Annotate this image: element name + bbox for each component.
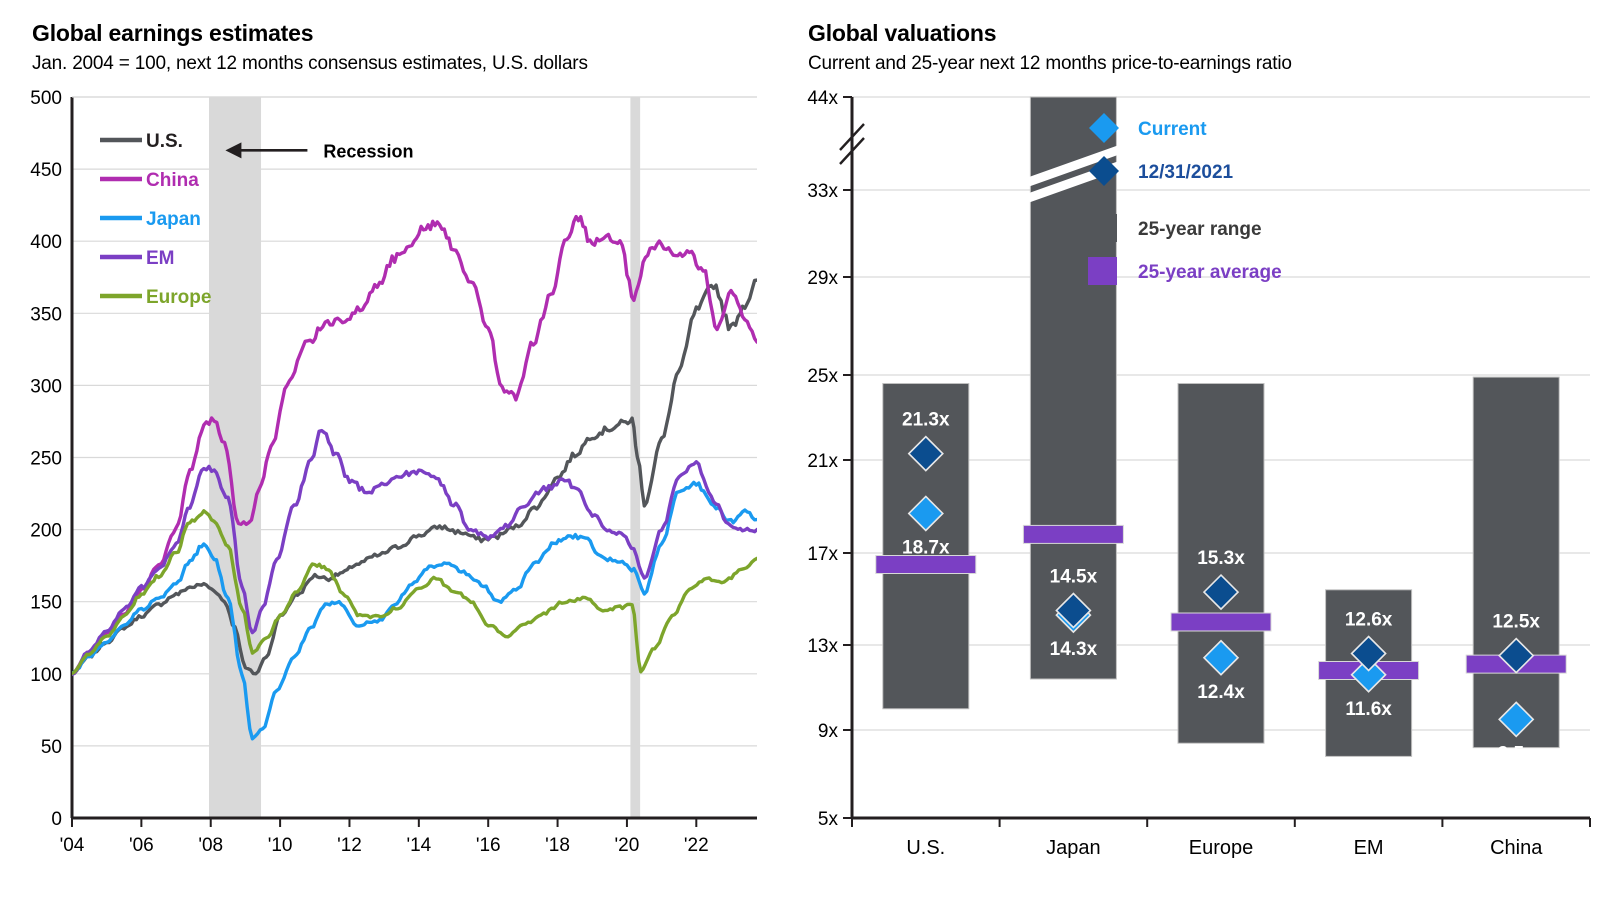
label-2021-europe: 15.3x (1197, 548, 1245, 569)
current-marker-china (1498, 701, 1535, 738)
legend-label-europe: Europe (146, 287, 211, 308)
label-current-europe: 12.4x (1197, 682, 1245, 703)
legend-label-25yearaverage: 25-year average (1138, 262, 1282, 283)
legend-label-china: China (146, 170, 199, 191)
y-tick-label: 13x (807, 636, 838, 657)
x-tick-label: '06 (129, 835, 154, 856)
category-label-europe: Europe (1189, 837, 1254, 859)
y-tick-label: 350 (30, 304, 62, 325)
category-label-em: EM (1354, 837, 1384, 859)
marker-2021-em (1350, 635, 1387, 672)
y-tick-label: 200 (30, 521, 62, 542)
legend-marker-12312021 (1089, 156, 1119, 186)
series-line-japan (72, 480, 757, 741)
label-current-us: 18.7x (902, 537, 950, 558)
y-tick-label: 250 (30, 449, 62, 470)
legend-marker-current (1089, 113, 1119, 143)
left-chart-panel: Global earnings estimates Jan. 2004 = 10… (0, 0, 790, 900)
series-line-europe (72, 509, 757, 676)
current-marker-europe (1202, 639, 1240, 676)
label-2021-china: 12.5x (1492, 612, 1540, 633)
x-tick-label: '10 (268, 835, 293, 856)
axis-break-slash (839, 123, 865, 151)
x-tick-label: '18 (545, 835, 570, 856)
y-tick-label: 33x (807, 181, 838, 202)
range-bar-europe (1177, 383, 1265, 744)
category-label-china: China (1490, 837, 1543, 859)
label-2021-us: 21.3x (902, 410, 950, 431)
y-tick-label: 0 (51, 809, 62, 830)
legend-label-em: EM (146, 248, 175, 269)
right-chart-title: Global valuations (808, 20, 997, 46)
legend-label-25yearrange: 25-year range (1138, 219, 1262, 240)
current-marker-em (1350, 656, 1387, 693)
y-tick-label: 50 (41, 737, 62, 758)
y-tick-label: 450 (30, 160, 62, 181)
y-tick-label: 500 (30, 88, 62, 109)
series-line-china (72, 214, 757, 675)
marker-2021-europe (1202, 573, 1240, 611)
x-tick-label: '12 (337, 835, 362, 856)
legend-label-us: U.S. (146, 131, 183, 152)
earnings-line-chart: 0 50 100 150 200 250 300 350 400 450 500 '04 '06 '08 '… (30, 88, 757, 856)
label-2021-em: 12.6x (1345, 610, 1393, 631)
label-current-japan: 14.3x (1050, 639, 1098, 660)
x-tick-label: '04 (60, 835, 85, 856)
marker-2021-china (1498, 637, 1535, 674)
current-marker-us (907, 495, 944, 532)
recession-arrow-head (225, 142, 242, 159)
y-tick-label: 17x (807, 544, 838, 565)
legend-marker-25yearrange (1088, 214, 1117, 242)
category-label-japan: Japan (1046, 837, 1101, 859)
label-2021-japan: 14.5x (1050, 567, 1098, 588)
y-tick-label: 100 (30, 665, 62, 686)
left-chart-title: Global earnings estimates (32, 20, 314, 46)
y-tick-label: 29x (807, 268, 838, 289)
legend-marker-25yearaverage (1088, 257, 1117, 285)
y-tick-label: 21x (807, 451, 838, 472)
legend-label-12312021: 12/31/2021 (1138, 162, 1234, 183)
average-band-japan (1022, 524, 1124, 544)
y-tick-label: 400 (30, 232, 62, 253)
left-chart-subtitle: Jan. 2004 = 100, next 12 months consensu… (32, 53, 588, 74)
marker-2021-japan (1055, 592, 1092, 629)
y-tick-label: 150 (30, 593, 62, 614)
marker-2021-us (907, 435, 944, 472)
right-chart-panel: Global valuations Current and 25-year ne… (790, 0, 1600, 900)
right-chart-subtitle: Current and 25-year next 12 months price… (808, 53, 1292, 74)
x-tick-label: '22 (684, 835, 709, 856)
series-line-us (72, 278, 757, 676)
series-line-em (72, 428, 757, 677)
y-tick-label: 300 (30, 376, 62, 397)
recession-annotation-label: Recession (323, 141, 413, 161)
valuations-bar-chart: 5x 9x 13x 17x 21x 25x 29x 33x 44x U.S. Japan Europe… (807, 88, 1591, 859)
label-current-china: 9.5x (1498, 743, 1535, 764)
x-tick-label: '14 (406, 835, 431, 856)
y-tick-label: 44x (807, 88, 838, 109)
japan-bar-break-upper (1026, 145, 1120, 187)
average-band-europe (1170, 612, 1272, 632)
x-tick-label: '16 (476, 835, 501, 856)
legend-label-japan: Japan (146, 209, 201, 230)
average-band-us (875, 555, 977, 574)
x-tick-label: '08 (198, 835, 223, 856)
y-tick-label: 5x (818, 809, 839, 830)
y-tick-label: 9x (818, 721, 839, 742)
range-bar-china (1472, 376, 1560, 749)
label-current-em: 11.6x (1345, 699, 1392, 720)
axis-break-slash (839, 137, 865, 165)
x-tick-label: '20 (615, 835, 640, 856)
y-tick-label: 25x (807, 366, 838, 387)
legend-label-current: Current (1138, 119, 1207, 140)
category-label-us: U.S. (906, 837, 945, 859)
